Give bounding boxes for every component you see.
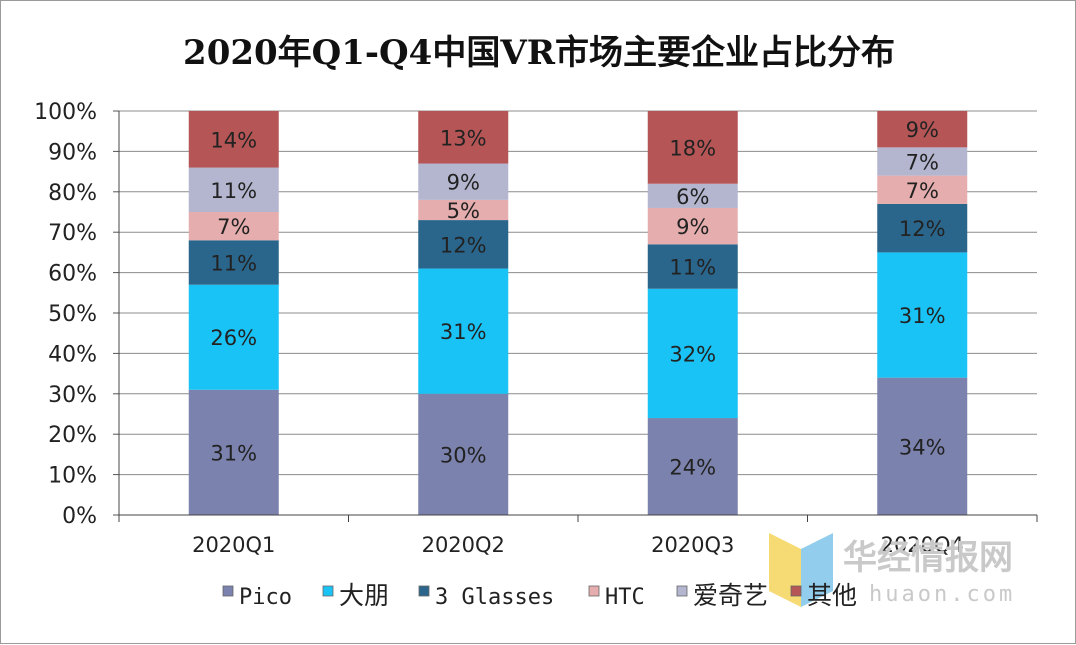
bar-segment [647, 183, 738, 208]
y-tick-label: 100% [34, 100, 97, 125]
data-label: 32% [669, 342, 716, 366]
x-tick-label: 2020Q1 [192, 533, 275, 557]
y-tick-label: 30% [48, 383, 97, 408]
data-label: 11% [210, 179, 257, 203]
bar-segment [877, 203, 968, 253]
legend-label: 爱奇艺 [693, 581, 768, 610]
bar-segment [877, 252, 968, 378]
data-label: 31% [899, 304, 946, 328]
y-tick-label: 10% [48, 464, 97, 489]
bar-segment [647, 418, 738, 515]
bar-segment [418, 163, 509, 200]
data-label: 24% [669, 456, 716, 480]
legend-swatch [222, 585, 234, 597]
y-tick-label: 60% [48, 262, 97, 287]
watermark-text: 华经情报网 [843, 538, 1013, 578]
watermark: 华经情报网 huaon.com [769, 533, 1015, 607]
legend-swatch [322, 585, 334, 597]
data-label: 31% [440, 320, 487, 344]
data-label: 9% [447, 171, 480, 195]
bar-segment [418, 111, 509, 164]
legend-swatch [588, 585, 600, 597]
x-tick-label: 2020Q4 [881, 533, 964, 557]
data-label: 31% [210, 441, 257, 465]
bar-segment [188, 240, 279, 285]
legend-swatch [790, 585, 802, 597]
y-tick-label: 70% [48, 221, 97, 246]
data-label: 34% [899, 435, 946, 459]
bar-segment [188, 212, 279, 241]
data-label: 11% [669, 256, 716, 280]
x-tick-label: 2020Q3 [651, 533, 734, 557]
data-label: 7% [906, 179, 939, 203]
y-tick-label: 90% [48, 140, 97, 165]
data-label: 7% [217, 215, 250, 239]
bar-segment [418, 393, 509, 515]
x-tick-label: 2020Q2 [422, 533, 505, 557]
y-tick-label: 0% [62, 504, 97, 529]
legend-swatch [676, 585, 688, 597]
legend: Pico 大朋 3 Glasses HTC 爱奇艺 其他 [222, 581, 857, 610]
bar-segment [188, 284, 279, 390]
data-label: 30% [440, 443, 487, 467]
legend-label: 3 Glasses [435, 585, 554, 610]
bar-segment [647, 207, 738, 245]
bar-segment [877, 175, 968, 204]
data-label: 9% [906, 118, 939, 142]
bar-segment [188, 111, 279, 168]
bar-segment [418, 199, 509, 221]
data-label: 6% [676, 185, 709, 209]
data-label: 11% [210, 252, 257, 276]
bar-segment [188, 389, 279, 515]
bar-segment [418, 268, 509, 394]
legend-swatch [418, 585, 430, 597]
y-tick-label: 50% [48, 302, 97, 327]
data-label: 12% [440, 233, 487, 257]
legend-label: HTC [605, 585, 645, 610]
data-label: 26% [210, 326, 257, 350]
data-label: 7% [906, 151, 939, 175]
y-tick-label: 80% [48, 181, 97, 206]
bar-segment [647, 288, 738, 419]
bar-segment [647, 244, 738, 289]
y-axis-ticks: 0% 10% 20% 30% 40% 50% 60% 70% 80% 90% 100% [34, 100, 119, 529]
data-label: 12% [899, 217, 946, 241]
data-label: 5% [447, 199, 480, 223]
bar-segment [647, 111, 738, 184]
bar-segment [188, 167, 279, 212]
legend-label: 大朋 [339, 581, 389, 610]
bar-segment [877, 377, 968, 515]
x-axis-categories: 2020Q1 2020Q2 2020Q3 2020Q4 [192, 533, 964, 557]
watermark-sub: huaon.com [869, 582, 1015, 607]
y-tick-label: 20% [48, 423, 97, 448]
bar-segment [877, 147, 968, 176]
chart-title: 2020年Q1-Q4中国VR市场主要企业占比分布 [183, 33, 895, 73]
legend-label: Pico [239, 585, 292, 610]
data-label: 18% [669, 136, 716, 160]
legend-label: 其他 [807, 581, 857, 610]
bars: 31% 26% 11% 7% 11% 14% 30% 31% 12% 5% 9% 13% 24% 32% 1… [188, 111, 968, 515]
bar-segment [418, 220, 509, 269]
y-tick-label: 40% [48, 342, 97, 367]
data-label: 14% [210, 128, 257, 152]
axes [118, 111, 1038, 522]
bar-segment [877, 111, 968, 148]
data-label: 9% [676, 215, 709, 239]
data-label: 13% [440, 126, 487, 150]
